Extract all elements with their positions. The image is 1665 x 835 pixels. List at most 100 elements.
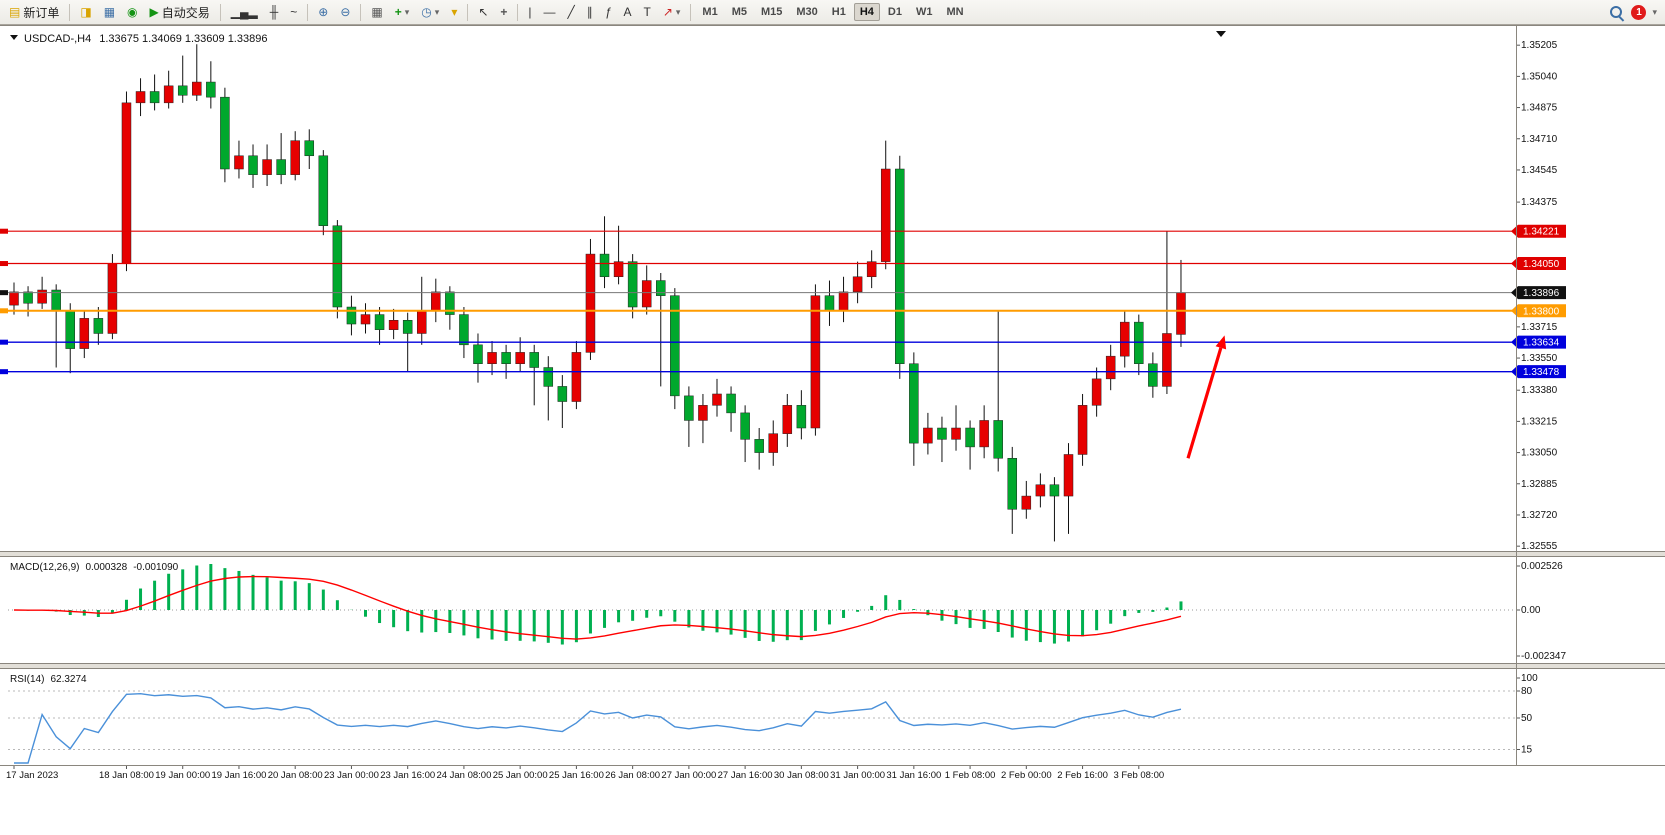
charts-button[interactable]: ◨ (75, 1, 96, 24)
toolbar-separator (307, 3, 309, 21)
timeframe-m1[interactable]: M1 (702, 6, 718, 18)
arrows-tool-icon: ↗ (662, 5, 673, 19)
crosshair-tool-button[interactable]: + (495, 1, 512, 24)
dropdown-caret-icon: ▾ (404, 6, 410, 17)
toolbar-separator (690, 3, 692, 21)
svg-text:1.33215: 1.33215 (1521, 416, 1558, 427)
vertical-line-icon: | (528, 5, 532, 19)
svg-text:1.34375: 1.34375 (1521, 197, 1558, 208)
tile-windows-icon: ▦ (371, 5, 383, 19)
rsi-label: RSI(14) 62.3274 (10, 674, 87, 685)
panel-splitter-macd[interactable] (0, 551, 1665, 557)
svg-text:15: 15 (1521, 745, 1533, 756)
line-chart-button[interactable]: ~ (285, 1, 302, 24)
toolbar: ▤ 新订单 ◨ ▦ ◉ ▶ 自动交易 ▁▄▂ ╫ ~ ⊕ ⊖ ▦ + ▾ ◷ ▾ ▾… (0, 0, 1665, 25)
svg-text:24 Jan 08:00: 24 Jan 08:00 (436, 770, 491, 781)
svg-text:25 Jan 16:00: 25 Jan 16:00 (549, 770, 604, 781)
templates-button[interactable]: ▾ (446, 1, 462, 24)
svg-text:1.33380: 1.33380 (1521, 385, 1558, 396)
period-button[interactable]: ◷ ▾ (416, 1, 444, 24)
chart-background[interactable] (0, 25, 1665, 786)
label-icon: T (643, 5, 651, 19)
svg-text:1.33800: 1.33800 (1523, 306, 1560, 317)
indicators-button[interactable]: + ▾ (390, 1, 415, 24)
cursor-icon: ↖ (478, 5, 489, 19)
horizontal-line-tool-button[interactable]: — (539, 1, 561, 24)
label-tool-button[interactable]: T (638, 1, 655, 24)
svg-text:1 Feb 08:00: 1 Feb 08:00 (945, 770, 996, 781)
svg-text:27 Jan 16:00: 27 Jan 16:00 (718, 770, 773, 781)
price-axis[interactable]: 1.35205 1.35040 1.34875 1.34710 1.34545 1.343… (1516, 40, 1558, 552)
svg-text:27 Jan 00:00: 27 Jan 00:00 (661, 770, 716, 781)
candles-layer (9, 44, 1186, 542)
trendline-icon: ╱ (567, 5, 575, 19)
svg-text:31 Jan 16:00: 31 Jan 16:00 (886, 770, 941, 781)
autotrading-play-icon: ▶ (149, 5, 159, 19)
arrow-annotation[interactable] (1186, 335, 1227, 459)
candlestick-chart-button[interactable]: ╫ (265, 1, 284, 24)
clock-icon: ◷ (421, 5, 432, 19)
timeframe-m5[interactable]: M5 (731, 6, 747, 18)
svg-text:19 Jan 00:00: 19 Jan 00:00 (155, 770, 210, 781)
channel-tool-button[interactable]: ∥ (582, 1, 598, 24)
svg-text:25 Jan 00:00: 25 Jan 00:00 (493, 770, 548, 781)
toolbar-separator (69, 3, 71, 21)
cursor-tool-button[interactable]: ↖ (473, 1, 493, 24)
bar-chart-button[interactable]: ▁▄▂ (226, 1, 263, 24)
charts-icon: ◨ (80, 5, 92, 19)
chart-canvas[interactable]: 1.34221 1.34050 1.33896 1.33800 1.33634 1.334… (0, 25, 1665, 786)
vertical-line-tool-button[interactable]: | (523, 1, 536, 24)
search-icon (1609, 5, 1625, 22)
alert-badge[interactable]: 1 (1631, 4, 1647, 20)
svg-text:17 Jan 2023: 17 Jan 2023 (6, 770, 58, 781)
alert-dropdown-icon[interactable]: ▾ (1652, 6, 1657, 17)
community-button[interactable]: ◉ (122, 1, 142, 24)
svg-text:1.34545: 1.34545 (1521, 165, 1558, 176)
svg-text:1.34050: 1.34050 (1523, 259, 1560, 270)
svg-text:2 Feb 00:00: 2 Feb 00:00 (1001, 770, 1052, 781)
fibonacci-icon: ƒ (604, 5, 612, 19)
svg-text:1.32555: 1.32555 (1521, 541, 1558, 552)
rsi-layer: 100 80 50 15 (8, 673, 1538, 764)
time-axis[interactable]: 17 Jan 2023 18 Jan 08:00 19 Jan 00:00 19 Ja… (6, 765, 1164, 781)
community-icon: ◉ (127, 5, 138, 19)
chart-title-symbol: USDCAD-,H4 (24, 33, 91, 45)
timeframe-w1[interactable]: W1 (915, 6, 933, 18)
svg-text:-0.002347: -0.002347 (1521, 651, 1566, 662)
indicators-add-icon: + (394, 5, 402, 19)
tile-windows-button[interactable]: ▦ (366, 1, 387, 24)
collapse-triangle-icon[interactable] (10, 35, 18, 40)
panel-splitter-rsi[interactable] (0, 663, 1665, 669)
new-order-icon: ▤ (9, 5, 21, 19)
timeframe-h4[interactable]: H4 (853, 3, 880, 21)
horizontal-lines-layer[interactable]: 1.34221 1.34050 1.33896 1.33800 1.33634 1.334… (0, 224, 1566, 379)
timeframe-mn[interactable]: MN (946, 6, 964, 18)
svg-text:50: 50 (1521, 713, 1533, 724)
svg-text:23 Jan 00:00: 23 Jan 00:00 (324, 770, 379, 781)
macd-label: MACD(12,26,9) 0.000328 -0.001090 (10, 562, 179, 573)
timeframe-m15[interactable]: M15 (760, 6, 783, 18)
chart-shift-marker-icon[interactable] (1216, 31, 1226, 37)
text-tool-button[interactable]: A (618, 1, 636, 24)
timeframe-d1[interactable]: D1 (887, 6, 902, 18)
toolbar-separator (219, 3, 221, 21)
fibonacci-tool-button[interactable]: ƒ (600, 1, 617, 24)
search-button[interactable] (1604, 1, 1629, 24)
svg-text:1.33050: 1.33050 (1521, 448, 1558, 459)
zoom-out-icon: ⊖ (340, 5, 351, 19)
bar-chart-icon: ▁▄▂ (230, 5, 258, 19)
new-order-label: 新订单 (23, 5, 60, 20)
new-order-button[interactable]: ▤ 新订单 (4, 1, 64, 24)
zoom-out-button[interactable]: ⊖ (335, 1, 355, 24)
svg-text:1.33896: 1.33896 (1523, 288, 1560, 299)
trendline-tool-button[interactable]: ╱ (563, 1, 580, 24)
autotrading-button[interactable]: ▶ 自动交易 (145, 1, 215, 24)
channel-icon: ∥ (586, 5, 593, 19)
arrows-tool-button[interactable]: ↗ ▾ (658, 1, 686, 24)
zoom-in-button[interactable]: ⊕ (313, 1, 333, 24)
market-watch-button[interactable]: ▦ (99, 1, 120, 24)
crosshair-icon: + (500, 5, 508, 19)
timeframe-m30[interactable]: M30 (796, 6, 818, 18)
timeframe-h1[interactable]: H1 (831, 6, 846, 18)
toolbar-separator (467, 3, 469, 21)
